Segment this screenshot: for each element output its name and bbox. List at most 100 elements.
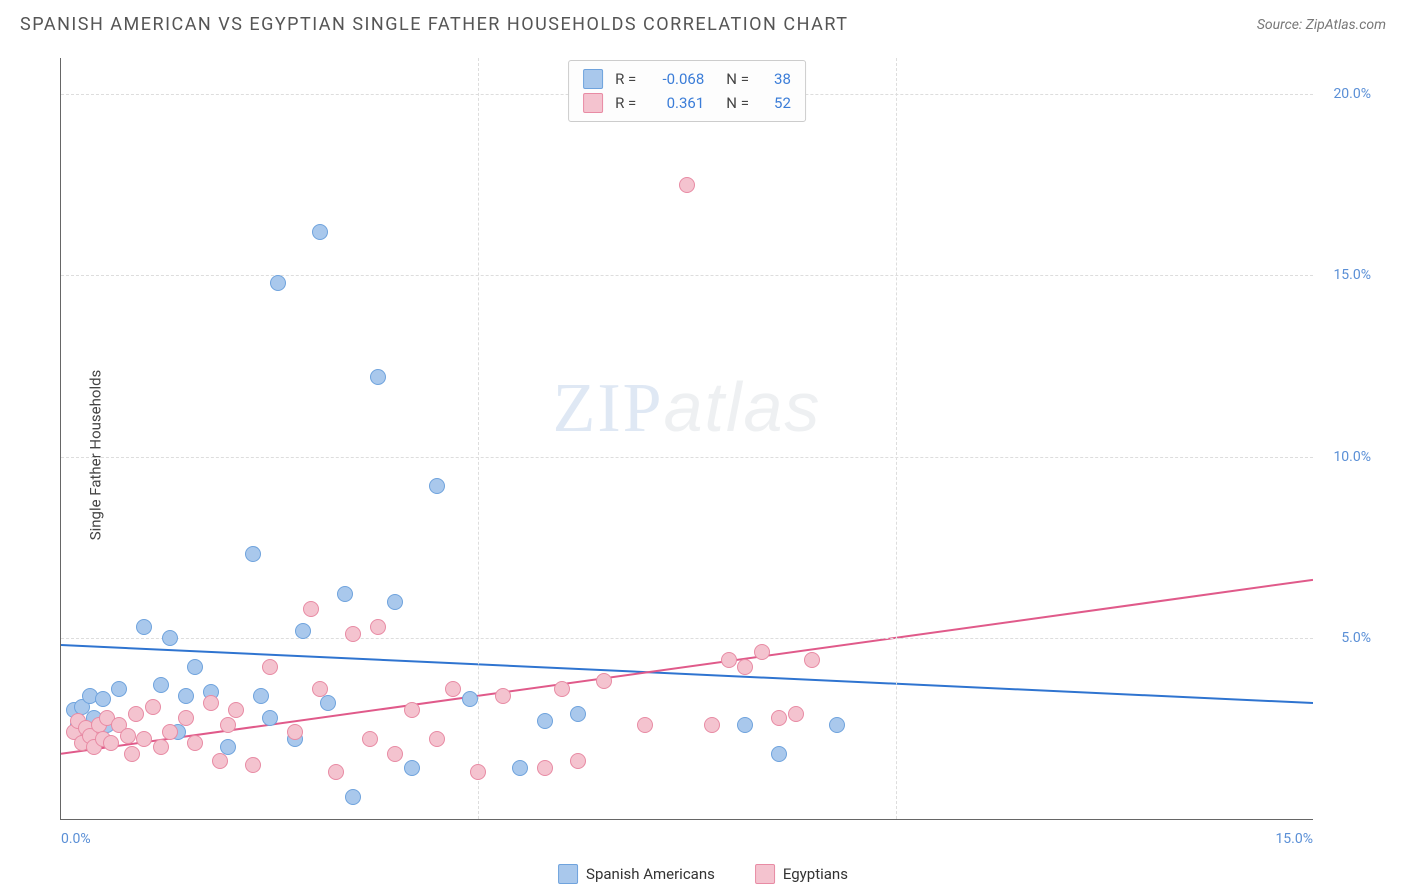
r-value: -0.068 — [648, 67, 704, 91]
legend-label: Egyptians — [783, 865, 848, 883]
data-point — [337, 586, 353, 602]
y-tick-label: 10.0% — [1333, 449, 1371, 465]
data-point — [370, 619, 386, 635]
x-tick-label: 0.0% — [61, 831, 91, 847]
data-point — [212, 753, 228, 769]
data-point — [704, 717, 720, 733]
data-point — [737, 659, 753, 675]
data-point — [328, 764, 344, 780]
data-point — [270, 275, 286, 291]
data-point — [187, 735, 203, 751]
data-point — [788, 706, 804, 722]
data-point — [178, 688, 194, 704]
vgridline — [896, 58, 897, 819]
gridline — [61, 638, 1313, 639]
stats-box: R = -0.068 N = 38 R = 0.361 N = 52 — [568, 60, 806, 122]
data-point — [679, 177, 695, 193]
data-point — [345, 789, 361, 805]
gridline — [61, 275, 1313, 276]
data-point — [495, 688, 511, 704]
trend-line — [61, 645, 1313, 703]
series-swatch — [583, 69, 603, 89]
data-point — [596, 673, 612, 689]
data-point — [404, 760, 420, 776]
data-point — [145, 699, 161, 715]
data-point — [320, 695, 336, 711]
data-point — [721, 652, 737, 668]
data-point — [162, 724, 178, 740]
n-value: 38 — [761, 67, 791, 91]
data-point — [253, 688, 269, 704]
data-point — [153, 739, 169, 755]
n-label: N = — [726, 67, 749, 91]
data-point — [512, 760, 528, 776]
data-point — [228, 702, 244, 718]
n-label: N = — [726, 91, 749, 115]
data-point — [387, 746, 403, 762]
data-point — [737, 717, 753, 733]
x-tick-label: 15.0% — [1275, 831, 1313, 847]
data-point — [295, 623, 311, 639]
trend-line — [61, 580, 1313, 754]
data-point — [220, 739, 236, 755]
trend-lines — [61, 58, 1313, 819]
data-point — [220, 717, 236, 733]
data-point — [429, 478, 445, 494]
data-point — [111, 681, 127, 697]
gridline — [61, 457, 1313, 458]
data-point — [429, 731, 445, 747]
data-point — [404, 702, 420, 718]
n-value: 52 — [761, 91, 791, 115]
legend-swatch — [755, 864, 775, 884]
data-point — [537, 713, 553, 729]
legend-label: Spanish Americans — [586, 865, 715, 883]
data-point — [187, 659, 203, 675]
data-point — [462, 691, 478, 707]
data-point — [262, 710, 278, 726]
data-point — [136, 731, 152, 747]
data-point — [128, 706, 144, 722]
y-tick-label: 20.0% — [1333, 86, 1371, 102]
data-point — [178, 710, 194, 726]
data-point — [245, 757, 261, 773]
data-point — [245, 546, 261, 562]
y-tick-label: 15.0% — [1333, 267, 1371, 283]
data-point — [771, 710, 787, 726]
vgridline — [478, 58, 479, 819]
data-point — [445, 681, 461, 697]
stats-row: R = 0.361 N = 52 — [583, 91, 791, 115]
data-point — [95, 691, 111, 707]
data-point — [203, 695, 219, 711]
data-point — [345, 626, 361, 642]
stats-row: R = -0.068 N = 38 — [583, 67, 791, 91]
data-point — [162, 630, 178, 646]
r-label: R = — [615, 67, 636, 91]
data-point — [771, 746, 787, 762]
legend-item: Spanish Americans — [558, 864, 715, 884]
data-point — [136, 619, 152, 635]
legend-item: Egyptians — [755, 864, 848, 884]
data-point — [103, 735, 119, 751]
data-point — [370, 369, 386, 385]
series-swatch — [583, 93, 603, 113]
data-point — [537, 760, 553, 776]
r-label: R = — [615, 91, 636, 115]
data-point — [262, 659, 278, 675]
data-point — [312, 224, 328, 240]
data-point — [124, 746, 140, 762]
legend-swatch — [558, 864, 578, 884]
data-point — [554, 681, 570, 697]
data-point — [362, 731, 378, 747]
chart-area: Single Father Households ZIPatlas R =-0.… — [50, 58, 1378, 852]
data-point — [153, 677, 169, 693]
data-point — [287, 724, 303, 740]
plot-region: ZIPatlas R =-0.068N =38R =0.361N =52 5.0… — [60, 58, 1313, 820]
r-value: 0.361 — [648, 91, 704, 115]
data-point — [470, 764, 486, 780]
chart-title: SPANISH AMERICAN VS EGYPTIAN SINGLE FATH… — [20, 14, 848, 35]
data-point — [303, 601, 319, 617]
watermark: ZIPatlas — [553, 367, 822, 449]
y-tick-label: 5.0% — [1341, 630, 1371, 646]
data-point — [312, 681, 328, 697]
data-point — [120, 728, 136, 744]
